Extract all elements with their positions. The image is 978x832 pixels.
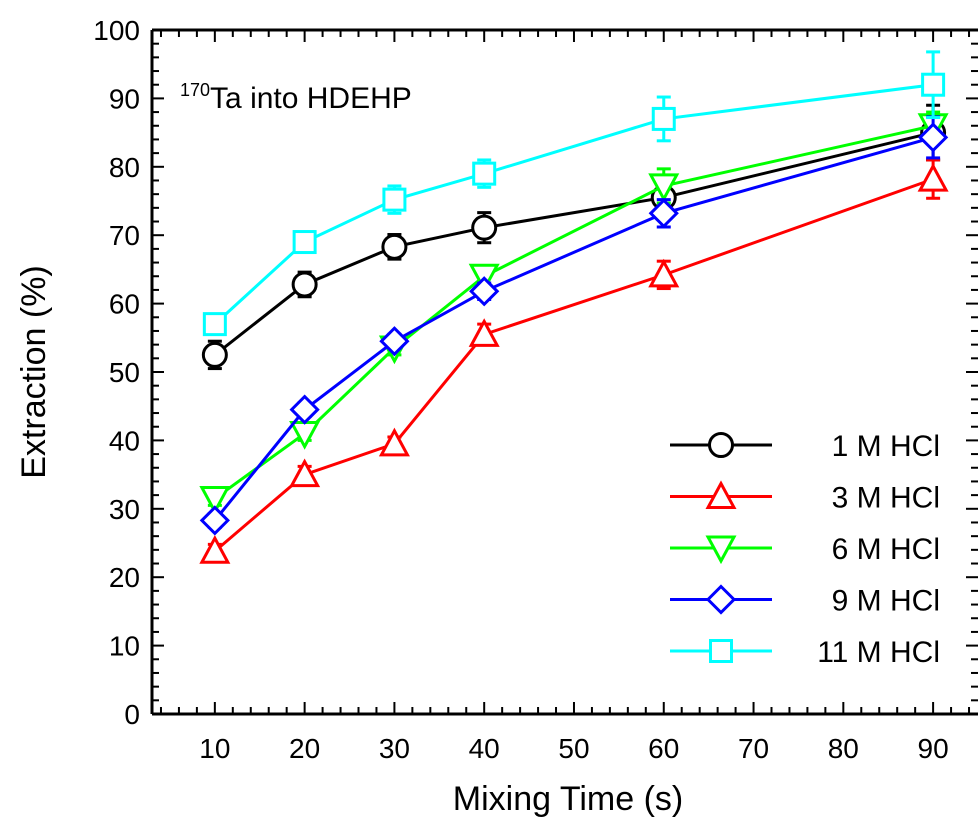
x-tick-label: 50 — [558, 733, 589, 764]
x-tick-label: 90 — [918, 733, 949, 764]
legend-entry: 11 M HCl — [670, 636, 940, 669]
x-tick-label: 10 — [199, 733, 230, 764]
data-point — [201, 341, 228, 368]
y-tick-label: 90 — [109, 83, 140, 114]
legend-marker — [709, 639, 733, 663]
series-line — [213, 135, 934, 522]
data-point — [199, 505, 230, 536]
data-point — [199, 485, 231, 515]
legend-entry: 9 M HCl — [670, 584, 940, 618]
series-line — [213, 131, 934, 357]
data-point — [289, 458, 321, 488]
annotation-superscript: 170 — [180, 80, 210, 100]
series-triangle-up — [199, 158, 949, 564]
legend-label: 1 M HCl — [832, 430, 940, 463]
legend-entry: 6 M HCl — [670, 533, 940, 566]
annotation-text: Ta into HDEHP — [210, 82, 412, 115]
data-point — [648, 258, 680, 288]
plot-area — [199, 50, 949, 564]
y-tick-label: 100 — [93, 15, 140, 46]
y-tick-label: 50 — [109, 357, 140, 388]
series-diamond — [199, 115, 949, 536]
x-tick-label: 20 — [289, 733, 320, 764]
data-point — [917, 162, 949, 192]
legend-entry: 1 M HCl — [670, 430, 940, 463]
legend: 1 M HCl 3 M HCl 6 M HCl 9 M HCl 11 M HCl — [670, 430, 940, 669]
data-point — [379, 326, 410, 357]
x-tick-label: 30 — [379, 733, 410, 764]
legend-entry: 3 M HCl — [670, 480, 940, 515]
data-point — [202, 312, 227, 337]
legend-marker — [708, 432, 734, 458]
data-point — [468, 318, 500, 347]
legend-label: 9 M HCl — [832, 585, 940, 618]
legend-label: 11 M HCl — [817, 636, 940, 669]
data-point — [291, 271, 318, 298]
legend-label: 6 M HCl — [832, 533, 940, 566]
data-point — [378, 427, 410, 457]
series-line — [213, 124, 934, 500]
legend-marker — [705, 584, 737, 615]
data-point — [469, 276, 500, 307]
data-point — [199, 535, 231, 564]
x-tick-label: 70 — [738, 733, 769, 764]
x-tick-label: 80 — [828, 733, 859, 764]
data-point — [381, 233, 408, 260]
data-point — [648, 198, 679, 229]
x-tick-label: 60 — [648, 733, 679, 764]
data-point — [289, 421, 321, 450]
y-tick-label: 30 — [109, 494, 140, 525]
axes: 0 10 20 30 40 50 60 70 80 90 100 10 20 30 40 50 60 70 80 90 — [93, 15, 978, 764]
y-tick-label: 0 — [124, 699, 140, 730]
x-tick-label: 40 — [469, 733, 500, 764]
y-tick-label: 40 — [109, 425, 140, 456]
y-tick-label: 20 — [109, 562, 140, 593]
data-point — [289, 394, 320, 425]
data-point — [472, 161, 497, 186]
legend-marker — [705, 480, 737, 510]
y-tick-label: 80 — [109, 152, 140, 183]
x-axis-title: Mixing Time (s) — [453, 780, 683, 818]
annotation: 170Ta into HDEHP — [180, 80, 412, 115]
series-square — [202, 50, 946, 337]
series-line — [213, 83, 934, 326]
y-tick-label: 70 — [109, 220, 140, 251]
legend-marker — [705, 535, 737, 565]
data-point — [651, 106, 676, 131]
data-point — [917, 122, 949, 153]
data-point — [292, 230, 317, 255]
data-point — [648, 173, 680, 203]
y-tick-label: 10 — [109, 631, 140, 662]
y-axis-title: Extraction (%) — [15, 265, 53, 479]
series-line — [213, 177, 934, 553]
data-point — [921, 72, 946, 97]
y-tick-label: 60 — [109, 289, 140, 320]
data-point — [471, 214, 498, 241]
data-point — [382, 187, 407, 212]
legend-label: 3 M HCl — [832, 482, 940, 515]
